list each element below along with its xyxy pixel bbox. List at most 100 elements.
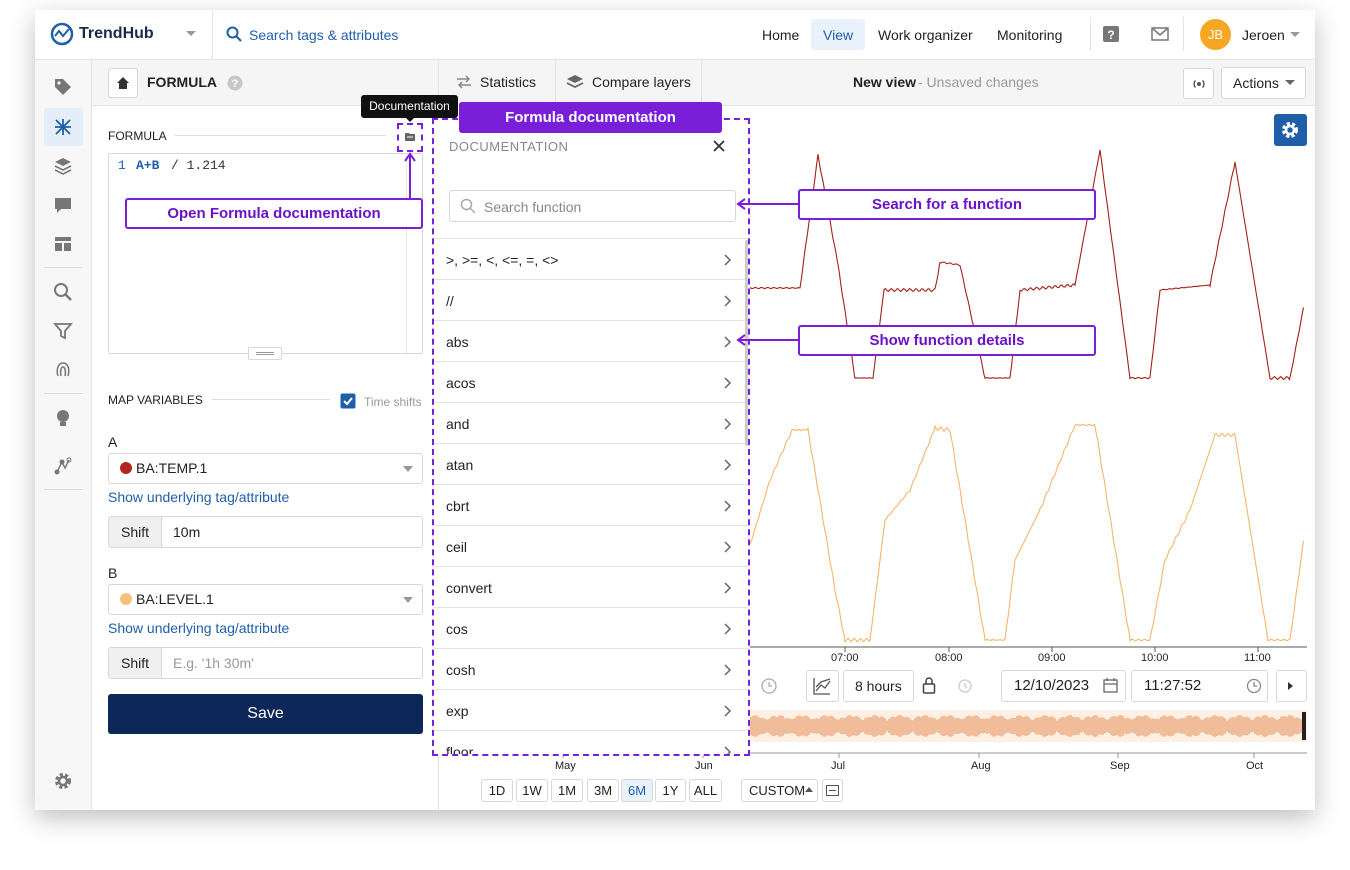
time-shifts-checkbox[interactable] bbox=[340, 393, 356, 409]
brand-caret[interactable] bbox=[185, 30, 197, 38]
chevron bbox=[724, 459, 732, 471]
function-name: >, >=, <, <=, =, <> bbox=[446, 252, 558, 268]
range-button[interactable]: 1W bbox=[516, 779, 548, 802]
time-value: 11:27:52 bbox=[1144, 678, 1201, 694]
calendar-icon bbox=[1103, 678, 1118, 693]
global-search[interactable]: Search tags & attributes bbox=[249, 27, 398, 43]
function-item[interactable]: exp bbox=[434, 690, 750, 731]
tab[interactable]: Compare layers bbox=[592, 74, 691, 90]
function-name: exp bbox=[446, 703, 469, 719]
range-button[interactable]: 1Y bbox=[655, 779, 686, 802]
nav-link[interactable]: View bbox=[823, 27, 853, 43]
doc-search-icon bbox=[460, 198, 476, 214]
x-tick-label: 09:00 bbox=[1038, 650, 1066, 666]
view-name: New view bbox=[853, 74, 916, 90]
tab[interactable]: Statistics bbox=[480, 74, 536, 90]
x-tick-label: 10:00 bbox=[1141, 650, 1169, 666]
month-label: Jul bbox=[831, 758, 845, 774]
function-item[interactable]: and bbox=[434, 403, 750, 444]
clock-icon[interactable] bbox=[761, 678, 777, 694]
rule bbox=[212, 399, 330, 400]
range-value: 8 hours bbox=[855, 678, 902, 694]
rail-icon[interactable] bbox=[53, 456, 73, 476]
annotation-arrow bbox=[403, 152, 417, 200]
rail-icon[interactable] bbox=[53, 360, 73, 380]
navigator-handle bbox=[1302, 712, 1306, 740]
range-button[interactable]: 6M bbox=[621, 779, 653, 802]
function-item[interactable]: floor bbox=[434, 731, 750, 756]
tag-link[interactable]: Show underlying tag/attribute bbox=[108, 489, 289, 505]
rail-icon[interactable] bbox=[53, 408, 73, 428]
rail-icon[interactable] bbox=[53, 771, 73, 791]
function-item[interactable]: abs bbox=[434, 321, 750, 362]
function-item[interactable]: cos bbox=[434, 608, 750, 649]
chevron bbox=[724, 500, 732, 512]
rail-icon[interactable] bbox=[53, 195, 73, 215]
function-name: and bbox=[446, 416, 469, 432]
help-button[interactable]: ? bbox=[1102, 25, 1120, 43]
function-name: cos bbox=[446, 621, 468, 637]
user-name[interactable]: Jeroen bbox=[1242, 27, 1285, 43]
code-editor[interactable] bbox=[108, 153, 423, 354]
documentation-panel: DOCUMENTATION Search function >, >=, <, … bbox=[432, 118, 750, 756]
tag-link[interactable]: Show underlying tag/attribute bbox=[108, 620, 289, 636]
save-button[interactable]: Save bbox=[108, 694, 423, 734]
rail-icon[interactable] bbox=[53, 117, 73, 137]
rail-icon[interactable] bbox=[53, 282, 73, 302]
doc-close[interactable] bbox=[713, 140, 725, 152]
function-item[interactable]: convert bbox=[434, 567, 750, 608]
chevron bbox=[724, 418, 732, 430]
x-tick-label: 11:00 bbox=[1244, 650, 1271, 666]
shift-label: Shift bbox=[121, 524, 149, 540]
annotation: Show function details bbox=[798, 325, 1096, 356]
time-shifts-label: Time shifts bbox=[364, 394, 422, 410]
function-item[interactable]: acos bbox=[434, 362, 750, 403]
brand: TrendHub bbox=[79, 26, 154, 42]
function-item[interactable]: ceil bbox=[434, 526, 750, 567]
chevron bbox=[724, 377, 732, 389]
nav-link[interactable]: Work organizer bbox=[878, 27, 973, 43]
function-item[interactable]: >, >=, <, <=, =, <> bbox=[434, 239, 750, 280]
lock-icon[interactable] bbox=[922, 677, 936, 694]
shift-label: Shift bbox=[121, 655, 149, 671]
help-icon[interactable]: ? bbox=[227, 75, 243, 91]
avatar[interactable]: JB bbox=[1200, 19, 1231, 50]
nav-link[interactable]: Monitoring bbox=[997, 27, 1062, 43]
variable-letter: B bbox=[108, 565, 117, 581]
nav-link[interactable]: Home bbox=[762, 27, 799, 43]
function-name: cosh bbox=[446, 662, 476, 678]
next-icon bbox=[1287, 681, 1295, 691]
shift-placeholder: E.g. '1h 30m' bbox=[173, 655, 254, 671]
line-number: 1 bbox=[118, 158, 126, 174]
doc-button[interactable] bbox=[404, 131, 416, 142]
statistics-icon bbox=[456, 75, 472, 89]
chart-type-icon bbox=[813, 677, 831, 695]
user-caret[interactable] bbox=[1289, 31, 1301, 39]
rail-icon[interactable] bbox=[53, 234, 73, 254]
range-button[interactable]: 1M bbox=[551, 779, 583, 802]
select-caret bbox=[403, 597, 413, 603]
rail-icon[interactable] bbox=[53, 156, 73, 176]
rail-icon[interactable] bbox=[53, 77, 73, 97]
view-status: - Unsaved changes bbox=[918, 74, 1039, 90]
annotation-arrow bbox=[735, 332, 799, 348]
layers-icon bbox=[566, 73, 584, 91]
history-icon[interactable] bbox=[957, 678, 973, 694]
rail-separator bbox=[44, 489, 83, 490]
svg-text:?: ? bbox=[1107, 28, 1114, 42]
section-label: FORMULA bbox=[108, 128, 167, 144]
mail-button[interactable] bbox=[1151, 27, 1169, 41]
function-item[interactable]: // bbox=[434, 280, 750, 321]
function-item[interactable]: atan bbox=[434, 444, 750, 485]
range-button[interactable]: 1D bbox=[481, 779, 513, 802]
function-name: convert bbox=[446, 580, 492, 596]
function-item[interactable]: cbrt bbox=[434, 485, 750, 526]
range-button[interactable]: 3M bbox=[587, 779, 619, 802]
range-button[interactable]: ALL bbox=[689, 779, 722, 802]
chevron bbox=[724, 705, 732, 717]
rail-icon[interactable] bbox=[53, 321, 73, 341]
custom-label: CUSTOM bbox=[749, 783, 805, 799]
code-expression: / 1.214 bbox=[171, 158, 226, 174]
function-item[interactable]: cosh bbox=[434, 649, 750, 690]
